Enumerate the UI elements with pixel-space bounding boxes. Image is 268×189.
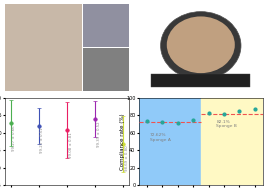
Ellipse shape [167,16,235,73]
Text: 82.1%
Sponge B: 82.1% Sponge B [216,120,237,129]
Ellipse shape [161,12,241,80]
Point [160,120,164,123]
Point [253,108,257,111]
FancyBboxPatch shape [83,48,129,91]
Text: 99.39 ± 0.52: 99.39 ± 0.52 [97,121,101,147]
Text: 99.08 ± 0.81: 99.08 ± 0.81 [69,132,73,158]
Point [222,112,226,115]
FancyBboxPatch shape [5,4,82,91]
Text: 98.69 ± 0.80: 98.69 ± 0.80 [125,146,129,171]
Point [237,110,241,113]
Point [206,111,211,114]
Text: 99.20 ± 0.51: 99.20 ± 0.51 [40,128,44,153]
Bar [201,98,263,185]
FancyBboxPatch shape [151,74,250,87]
Y-axis label: Compliance rate (%): Compliance rate (%) [120,113,125,170]
Point [144,119,149,122]
Point [176,122,180,125]
Text: 99.27 ± 0.66: 99.27 ± 0.66 [12,125,16,151]
FancyBboxPatch shape [83,4,129,47]
Text: 72.62%
Sponge A: 72.62% Sponge A [150,133,171,142]
Bar [139,98,201,185]
Point [191,118,195,121]
